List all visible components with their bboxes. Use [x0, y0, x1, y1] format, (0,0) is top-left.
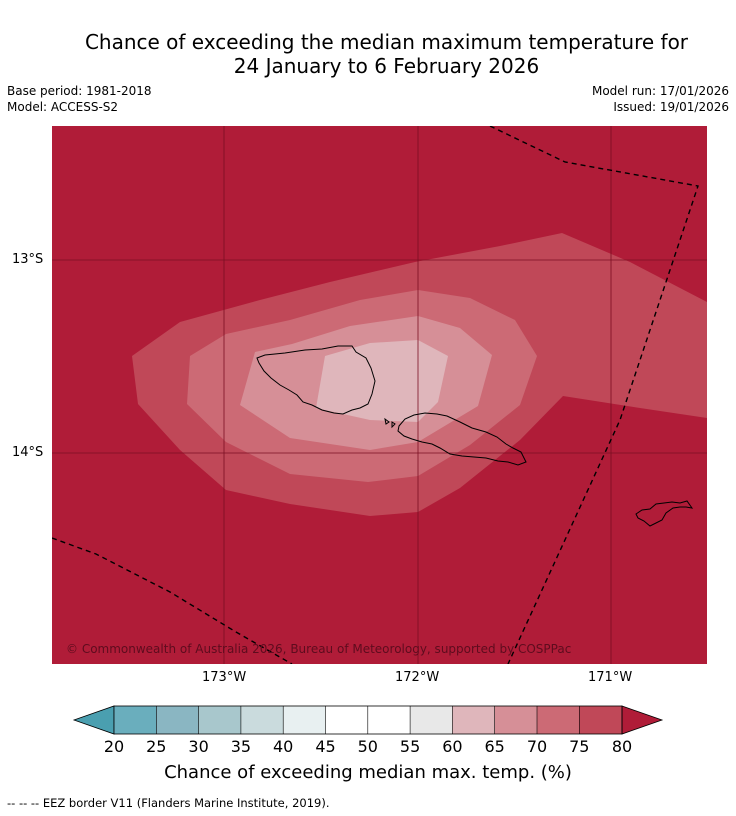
colorbar-bin-70-75 [537, 706, 580, 734]
colorbar-title: Chance of exceeding median max. temp. (%… [164, 762, 572, 783]
colorbar-extend-low [72, 705, 115, 735]
colorbar-tick-20: 20 [103, 737, 125, 756]
colorbar-tick-40: 40 [273, 737, 294, 756]
region-60 [316, 340, 448, 422]
footnote: -- -- -- EEZ border V11 (Flanders Marine… [7, 796, 330, 810]
coastlines [256, 345, 694, 527]
map-area: © Commonwealth of Australia 2026, Bureau… [52, 126, 707, 664]
colorbar-dividers [156, 706, 580, 734]
upolu-island [397, 412, 527, 466]
colorbar-tick-60: 60 [442, 737, 463, 756]
chart-title: Chance of exceeding the median maximum t… [0, 30, 736, 78]
eez-line-east [489, 126, 699, 664]
meta-left: Base period: 1981-2018 Model: ACCESS-S2 [7, 83, 152, 115]
colorbar-tick-50: 50 [357, 737, 378, 756]
lon-label-172w: 172°W [395, 670, 440, 685]
tutuila-island [635, 500, 694, 527]
colorbar-bin-65-70 [494, 706, 537, 734]
apolima-island [391, 421, 396, 429]
title-line-2: 24 January to 6 February 2026 [233, 54, 540, 78]
colorbar-bin-50-55 [367, 706, 411, 734]
colorbar-tick-25: 25 [146, 737, 167, 756]
colorbar [72, 705, 664, 735]
colorbar-bin-75-80 [579, 706, 622, 734]
lon-label-173w: 173°W [202, 670, 247, 685]
colorbar-bin-20-25 [114, 706, 157, 734]
lat-label-14s: 14°S [12, 445, 44, 460]
copyright-text: © Commonwealth of Australia 2026, Bureau… [66, 642, 571, 656]
model-run: Model run: 17/01/2026 [591, 84, 729, 98]
title-line-1: Chance of exceeding the median maximum t… [84, 30, 689, 54]
colorbar-bin-60-65 [452, 706, 495, 734]
manono-island [384, 417, 390, 425]
colorbar-tick-80: 80 [611, 737, 633, 756]
meta-right: Model run: 17/01/2026 Issued: 19/01/2026 [592, 83, 729, 115]
eez-border [52, 126, 699, 664]
colorbar-bin-40-45 [283, 706, 326, 734]
colorbar-bin-25-30 [156, 706, 199, 734]
colorbar-bin-30-35 [198, 706, 241, 734]
colorbar-tick-75: 75 [569, 737, 590, 756]
colorbar-bin-45-50 [325, 706, 368, 734]
colorbar-tick-55: 55 [399, 737, 421, 756]
colorbar-tick-35: 35 [230, 737, 252, 756]
colorbar-tick-70: 70 [526, 737, 548, 756]
base-period: Base period: 1981-2018 [7, 84, 152, 98]
colorbar-tick-65: 65 [484, 737, 505, 756]
colorbar-bin-55-60 [410, 706, 453, 734]
model-name: Model: ACCESS-S2 [7, 100, 119, 114]
colorbar-tick-45: 45 [315, 737, 336, 756]
lon-label-171w: 171°W [588, 670, 633, 685]
colorbar-tick-30: 30 [188, 737, 209, 756]
savaii-island [256, 345, 376, 415]
colorbar-bin-35-40 [240, 706, 284, 734]
colorbar-extend-high [621, 705, 664, 735]
graticule [52, 126, 707, 664]
eez-line-south [52, 537, 293, 664]
lat-label-13s: 13°S [12, 252, 44, 267]
issued-date: Issued: 19/01/2026 [613, 100, 729, 114]
